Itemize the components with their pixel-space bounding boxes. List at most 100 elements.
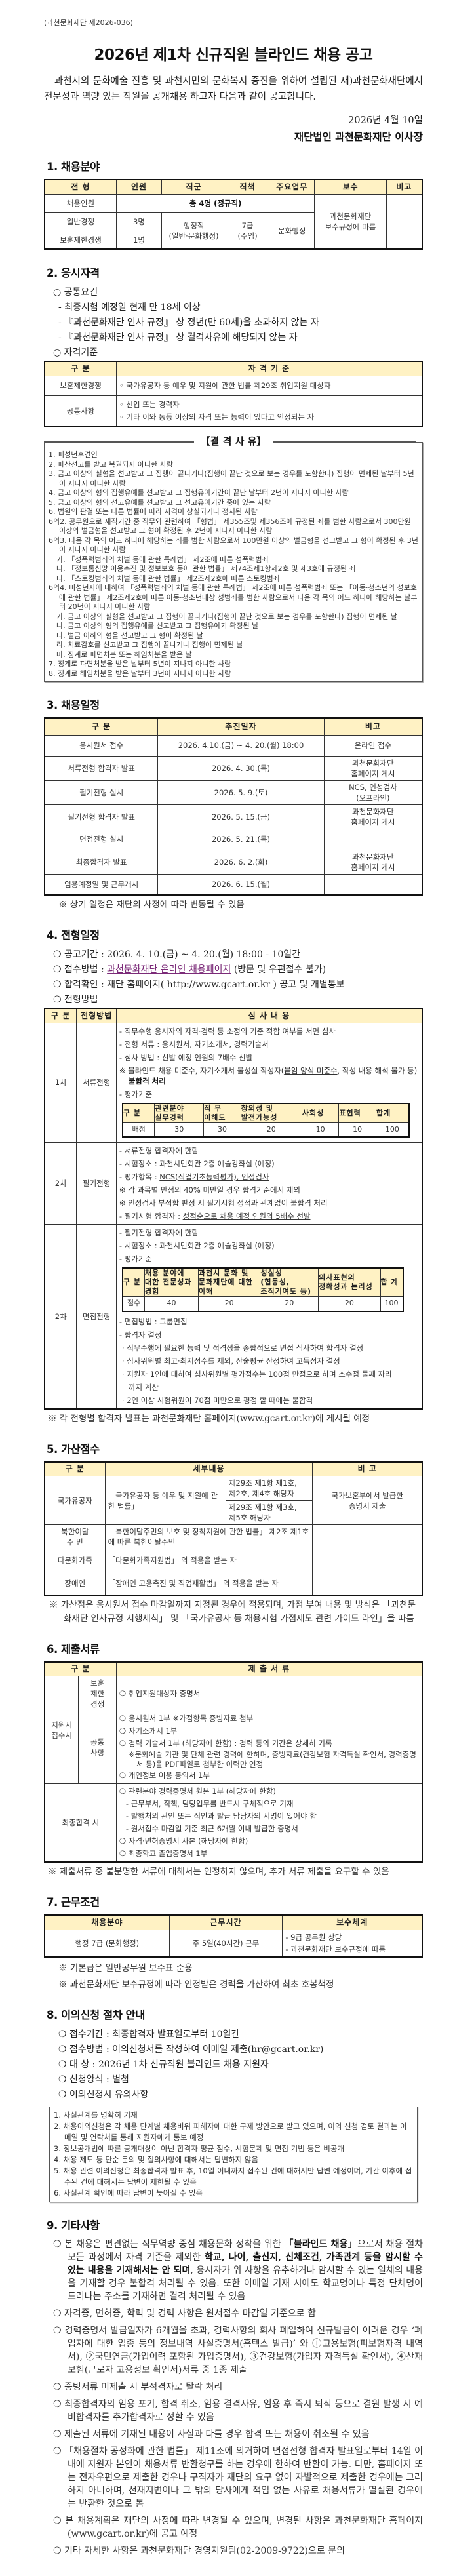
list-item: 7. 징계로 파면처분을 받은 날부터 5년이 지나지 아니한 사람 [49, 660, 231, 668]
disqualification-box: 1. 피성년후견인 2. 파산선고를 받고 복권되지 아니한 사람 3. 금고 이상… [44, 442, 423, 682]
list-item: 4. 채용 제도 등 단순 문의 및 질의사항에 대해서는 답변하지 않음 [54, 2154, 259, 2164]
table-cell: 20 [197, 1296, 261, 1311]
table-cell: 2026. 5. 15.(금) [157, 804, 325, 829]
table-cell: 최종합격자 발표 [44, 849, 159, 875]
table-cell: 2026. 5. 9.(토) [157, 780, 325, 805]
list-item: - 원서접수 마감일 기준 최근 6개월 이내 발급한 증명서 [125, 1824, 298, 1833]
list-item: ◦ 신입 또는 경력자 [119, 399, 180, 409]
list-item: - 평가항목 : NCS(직업기초능력평가), 인성검사 [119, 1172, 269, 1181]
note-item: ※ 기본급은 일반공무원 보수표 준용 [58, 1962, 193, 1973]
table-header: 직책 [225, 179, 270, 195]
subsection-title: ○ 자격기준 [44, 346, 423, 361]
list-item: - 전형 서류 : 응시원서, 자기소개서, 경력기술서 [119, 1039, 269, 1049]
circle-bullet-icon: ❍ [53, 980, 62, 990]
table-cell: 장애인 [44, 1572, 106, 1595]
list-item: ❍ 자격증, 면허증, 학력 및 경력 사항은 원서접수 마감일 기준으로 함 [53, 2308, 316, 2319]
table-cell: 제29조 제1항 제3호, 제5호 해당자 [225, 1500, 313, 1525]
table-header: 구 분 [44, 717, 159, 736]
table-cell: ❍ 취업지원대상자 증명서 [115, 1676, 423, 1711]
table-cell: 100 [375, 1122, 410, 1138]
list-item: - 발행처의 관인 또는 직인과 발급 담당자의 서명이 있어야 함 [125, 1812, 317, 1821]
list-item: 다. 벌금 이하의 형을 선고받고 그 형이 확정된 날 [56, 631, 203, 640]
table-cell: ◦ 신입 또는 경력자 ◦ 기타 이와 동등 이상의 자격 또는 능력이 있다고 … [115, 395, 423, 427]
bullet-icon: - [58, 317, 65, 328]
table-cell: 1차 [44, 1022, 77, 1143]
table-cell: 배점 [122, 1122, 155, 1138]
list: ❍ 자격증, 면허증, 학력 및 경력 사항은 원서접수 마감일 기준으로 함 ❍… [44, 2307, 423, 2558]
table-cell: 보훈제한경쟁 [44, 375, 117, 396]
table-header: 구 분 [44, 1661, 117, 1676]
list-item: - 심사 방법 : 선발 예정 인원의 7배수 선발 [119, 1052, 253, 1062]
table-cell: 20 [318, 1296, 381, 1311]
list-item: ❍ 신청양식 : 별첨 [58, 2074, 129, 2085]
table-cell: 공통사항 [44, 395, 117, 427]
list-item: ※문화예술 기관 및 단체 관련 경력에 한하며, 증빙자료(건강보험 자격득실… [128, 1750, 416, 1769]
note-item: ※ 과천문화재단 보수규정에 따라 인정받은 경력을 가산하여 최초 호봉책정 [58, 1979, 334, 1990]
list-item: - 시험장소 : 과천시민회관 2층 예술강좌실 (예정) [119, 1159, 275, 1168]
table-header: 구 분 [122, 1103, 155, 1123]
schedule-table: 구 분 추진일자 비고 응시원서 접수 2026. 4.10.(금) ~ 4. 20.… [44, 717, 423, 896]
list: - 최종시험 예정일 현재 만 18세 이상 - 『과천문화재단 인사 규정』 상… [44, 300, 423, 346]
objection-notes-box: 1. 사실관계를 명확히 기재 2. 채용이의신청은 각 채용 단계별 채용비위 … [49, 2106, 418, 2202]
list-item: ❍ 자격·면허증명서 사본 (해당자에 한함) [119, 1836, 248, 1846]
list-item: ❍ 기타 자세한 사항은 과천문화재단 경영지원팀(02-2009-9722)으… [53, 2545, 345, 2556]
bullet-icon: ❍ [58, 2044, 70, 2055]
table-header: 보수 [314, 179, 387, 195]
bullet-icon: ❍ [53, 2308, 65, 2319]
circle-bullet-icon: ❍ [53, 949, 62, 960]
table-cell [312, 1549, 423, 1572]
list-item: ❍ 본 채용계획은 재단의 사정에 따라 변경될 수 있으며, 변경된 사항은 … [53, 2515, 423, 2539]
table-header: 직군 [161, 179, 226, 195]
list-item: 8. 징계로 해임처분을 받은 날부터 3년이 지나지 아니한 사람 [49, 669, 231, 678]
table-cell: 「북한이탈주민의 보호 및 정착지원에 관한 법률」 제2조 제1호에 따른 북… [104, 1524, 313, 1549]
table-cell: 30 [154, 1122, 205, 1138]
signer: 재단법인 과천문화재단 이사장 [294, 130, 423, 143]
table-row: 면접전형 실시 2026. 5. 21.(목) [44, 828, 423, 850]
table-cell: 과천문화재단 홈페이지 게시 [323, 849, 423, 875]
list-item: - 평가기준 [119, 1254, 153, 1263]
list-item: 다. 「스토킹범죄의 처벌 등에 관한 법률」 제2조제2호에 따른 스토킹범죄 [56, 574, 280, 583]
list-item: ❍ 응시원서 1부 ※가점항목 증빙자료 첨부 [119, 1714, 254, 1723]
table-cell: 과천문화재단 홈페이지 게시 [323, 804, 423, 829]
table-cell: 채용인원 [44, 193, 117, 213]
table-header: 세부내용 [104, 1461, 313, 1476]
list-item: ❍ 자기소개서 1부 [119, 1726, 178, 1735]
table-header: 구 분 [44, 1461, 106, 1476]
table-cell: 서류전형 [76, 1022, 117, 1143]
table-header: 합 계 [380, 1267, 404, 1297]
table-header: 과천시 문화 및 문화재단에 대한 이해 [197, 1267, 261, 1297]
list-item: · 심사위원별 최고·최저점수를 제외, 산술평균 산정하여 고득점자 결정 [121, 1356, 340, 1366]
subsection-title: ○ 공통요건 [44, 285, 423, 300]
table-cell: 7급 (주임) [225, 212, 270, 250]
bullet-icon: ❍ [58, 2089, 70, 2100]
list-item: 마. 징계로 파면처분 또는 해임처분을 받은 날 [56, 650, 192, 659]
bullet-icon: ❍ [53, 2446, 65, 2457]
list-item: - 필기전형 합격자에 한함 [119, 1228, 199, 1237]
list-item: - 합격자 결정 [119, 1330, 162, 1339]
list-item: · 지원자 1인에 대하여 심사위원별 평가점수는 100점 만점으로 하며 소… [121, 1369, 392, 1392]
table-cell [323, 873, 423, 896]
bullet-icon: - [58, 332, 65, 343]
intro-paragraph: 과천시의 문화예술 진흥 및 과천시민의 문화복지 증진을 위하여 설립된 재)… [44, 76, 423, 102]
table-row: 필기전형 실시 2026. 5. 9.(토) NCS, 인성검사 (오프라인) [44, 780, 423, 805]
list-item: ❍ 대 상 : 2026년 1차 신규직원 블라인드 채용 지원자 [58, 2059, 269, 2070]
bonus-note: ※ 가산점은 응시원서 접수 마감일까지 지정된 경우에 적용되며, 가점 부여… [49, 1599, 416, 1624]
table-row: 서류전형 합격자 발표 2026. 4. 30.(목) 과천문화재단 홈페이지 게시 [44, 755, 423, 781]
table-cell: 문화행정 [269, 212, 315, 250]
list-item: ❍ 개인정보 이용 동의서 1부 [119, 1771, 210, 1780]
table-header: 자 격 기 준 [115, 361, 423, 376]
table-header: 직 무 이해도 [203, 1103, 241, 1123]
table-row: 최종합격자 발표 2026. 6. 2.(화) 과천문화재단 홈페이지 게시 [44, 849, 423, 875]
table-cell: 보훈 제한 경쟁 [78, 1676, 117, 1711]
list-item: 1. 피성년후견인 [49, 450, 98, 459]
section-heading: 4. 전형일정 [47, 929, 100, 941]
online-recruitment-link[interactable]: 과천문화재단 온라인 채용페이지 [107, 964, 231, 975]
table-cell: 2026. 4. 30.(목) [157, 755, 325, 781]
table-header: 관련분야 실무경력 [154, 1103, 205, 1123]
list-item: ❍ 최종합격자의 임용 포기, 합격 취소, 임용 결격사유, 임용 후 즉시 … [53, 2398, 423, 2423]
bullet-icon: ❍ [53, 2398, 65, 2409]
selection-process-table: 구 분 전형방법 심 사 내 용 1차 서류전형 - 직무수행 응시자의 자격·경력 … [44, 1008, 423, 1410]
list-item: ❍ 경력 기술서 1부 (해당자에 한함) : 경력 등의 기간은 상세히 기록 [119, 1739, 332, 1748]
schedule-note: ※ 상기 일정은 재단의 사정에 따라 변동될 수 있음 [58, 900, 245, 910]
